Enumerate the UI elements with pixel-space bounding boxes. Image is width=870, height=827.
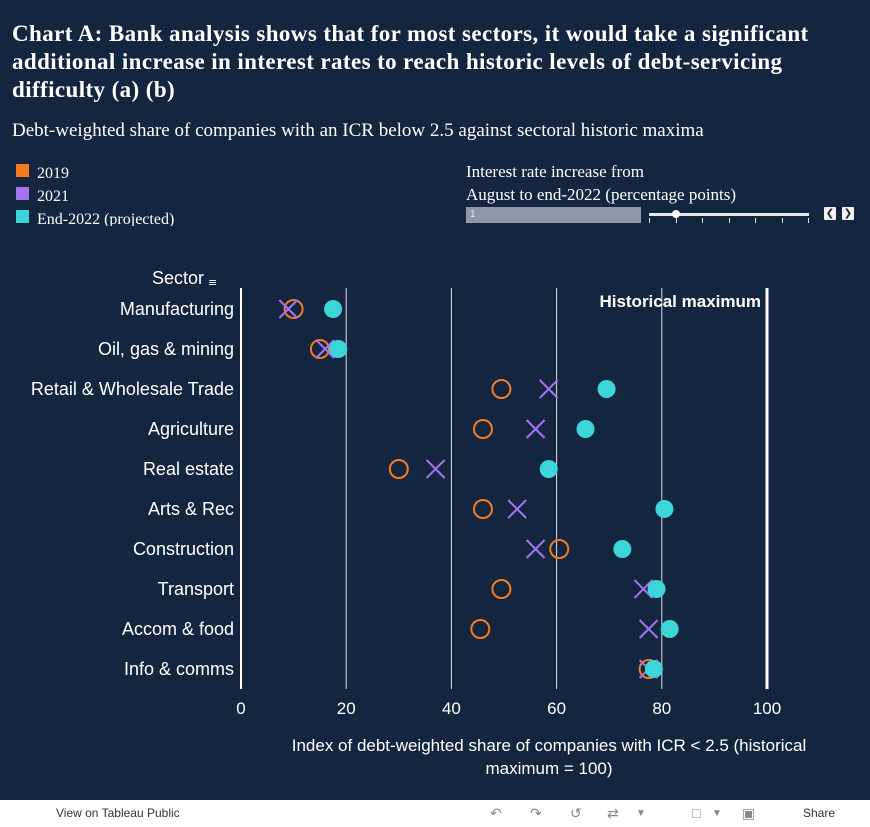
marker-2019 xyxy=(491,579,512,599)
marker-2021-stroke xyxy=(315,339,335,359)
redo-icon[interactable]: ↷ xyxy=(530,805,542,821)
sector-label: Retail & Wholesale Trade xyxy=(31,379,234,399)
marker-end-2022 xyxy=(539,460,558,478)
legend-swatch xyxy=(16,164,29,177)
slider-tick xyxy=(781,218,783,223)
sector-header: Sector xyxy=(152,268,204,288)
marker-2019 xyxy=(309,339,330,359)
slider-tick xyxy=(675,218,677,223)
sector-label: Oil, gas & mining xyxy=(98,339,234,359)
x-tick-label: 40 xyxy=(442,699,461,718)
share-button[interactable]: Share xyxy=(803,806,836,820)
interest-rate-filter: Interest rate increase from August to en… xyxy=(466,160,866,226)
marker-2021-stroke xyxy=(638,619,659,639)
x-tick-label: 0 xyxy=(236,699,245,718)
marker-end-2022 xyxy=(613,540,632,558)
refresh-icon[interactable]: ⇄ xyxy=(607,805,619,821)
sector-label: Transport xyxy=(158,579,234,599)
fullscreen-icon[interactable]: ▣ xyxy=(742,805,756,821)
slider-tick xyxy=(755,218,756,223)
slider-tick xyxy=(728,218,730,223)
x-tick-label: 20 xyxy=(337,699,356,718)
marker-end-2022 xyxy=(329,340,348,358)
slider-tick xyxy=(649,218,650,223)
marker-2021 xyxy=(507,499,527,519)
view-on-tableau-link[interactable]: View on Tableau Public xyxy=(56,806,180,820)
marker-2021-stroke xyxy=(278,299,299,319)
marker-end-2022 xyxy=(660,620,679,638)
marker-2019 xyxy=(388,459,409,479)
chevron-left-icon[interactable]: ❮ xyxy=(824,207,836,220)
marker-2019 xyxy=(472,499,493,519)
marker-2021-stroke xyxy=(425,459,446,479)
marker-end-2022 xyxy=(597,380,616,398)
marker-2019 xyxy=(472,419,493,439)
x-axis-label: maximum = 100) xyxy=(485,759,612,778)
sector-label: Accom & food xyxy=(122,619,234,639)
slider-thumb[interactable] xyxy=(672,210,681,218)
sort-icon: ≡ xyxy=(208,276,217,289)
marker-2021 xyxy=(525,419,546,439)
legend-swatch xyxy=(16,187,29,200)
marker-2021 xyxy=(315,339,335,359)
x-tick-label: 60 xyxy=(547,699,566,718)
marker-end-2022 xyxy=(655,500,674,518)
marker-2021 xyxy=(278,299,299,319)
legend-item-end-2022[interactable]: End-2022 (projected) xyxy=(16,208,236,226)
marker-end-2022 xyxy=(647,580,666,598)
x-axis-label: Index of debt-weighted share of companie… xyxy=(292,736,807,755)
marker-2021 xyxy=(638,619,659,639)
chart-title: Chart A: Bank analysis shows that for mo… xyxy=(12,21,809,102)
legend-item-2019[interactable]: 2019 xyxy=(16,162,236,185)
legend-label: End-2022 (projected) xyxy=(37,211,175,226)
chevron-down-icon[interactable]: ▼ xyxy=(636,808,646,819)
slider-tick xyxy=(702,218,703,223)
comment-icon[interactable]: □ xyxy=(692,805,701,821)
marker-2021-stroke xyxy=(525,539,546,559)
dot-plot: Historical maximum Sector ≡ Manufacturing Oi… xyxy=(31,268,807,778)
sector-label: Construction xyxy=(133,539,234,559)
marker-2021-stroke xyxy=(507,499,527,519)
chevron-down-icon[interactable]: ▼ xyxy=(712,808,722,819)
marker-2021-stroke xyxy=(525,419,546,439)
marker-2019 xyxy=(491,379,512,399)
slider-track[interactable] xyxy=(649,213,809,216)
marker-end-2022 xyxy=(324,300,343,318)
historical-maximum-label: Historical maximum xyxy=(599,292,761,311)
undo-icon[interactable]: ↶ xyxy=(490,805,502,821)
sector-label: Agriculture xyxy=(148,419,234,439)
marker-2019 xyxy=(283,299,304,319)
sector-label: Info & comms xyxy=(124,659,234,679)
x-tick-label: 100 xyxy=(753,699,781,718)
marker-2021-stroke xyxy=(539,379,559,399)
marker-2019 xyxy=(470,619,491,639)
marker-end-2022 xyxy=(576,420,595,438)
marker-end-2022 xyxy=(644,660,663,678)
sector-label: Arts & Rec xyxy=(148,499,234,519)
marker-2021 xyxy=(539,379,559,399)
legend-label: 2021 xyxy=(37,188,69,205)
legend-item-2021[interactable]: 2021 xyxy=(16,185,236,208)
legend-label: 2019 xyxy=(37,165,69,182)
slider-value-field[interactable]: 1 xyxy=(466,207,641,223)
tableau-toolbar: View on Tableau Public ↶ ↷ ↺ ⇄ ▼ □ ▼ ▣ S… xyxy=(0,800,870,827)
sector-label: Manufacturing xyxy=(120,299,234,319)
marker-2021 xyxy=(633,579,654,599)
marker-2021-stroke xyxy=(633,579,654,599)
marker-2021 xyxy=(425,459,446,479)
x-tick-label: 80 xyxy=(652,699,671,718)
marker-2019 xyxy=(549,539,570,559)
slider-label: Interest rate increase from August to en… xyxy=(466,162,737,204)
slider-tick xyxy=(808,218,809,223)
chart-subtitle: Debt-weighted share of companies with an… xyxy=(12,120,704,141)
revert-icon[interactable]: ↺ xyxy=(570,805,582,821)
legend-swatch xyxy=(16,210,29,223)
legend: 2019 2021 End-2022 (projected) xyxy=(16,162,236,226)
sector-label: Real estate xyxy=(143,459,234,479)
chevron-right-icon[interactable]: ❯ xyxy=(842,207,854,220)
marker-2021 xyxy=(525,539,546,559)
